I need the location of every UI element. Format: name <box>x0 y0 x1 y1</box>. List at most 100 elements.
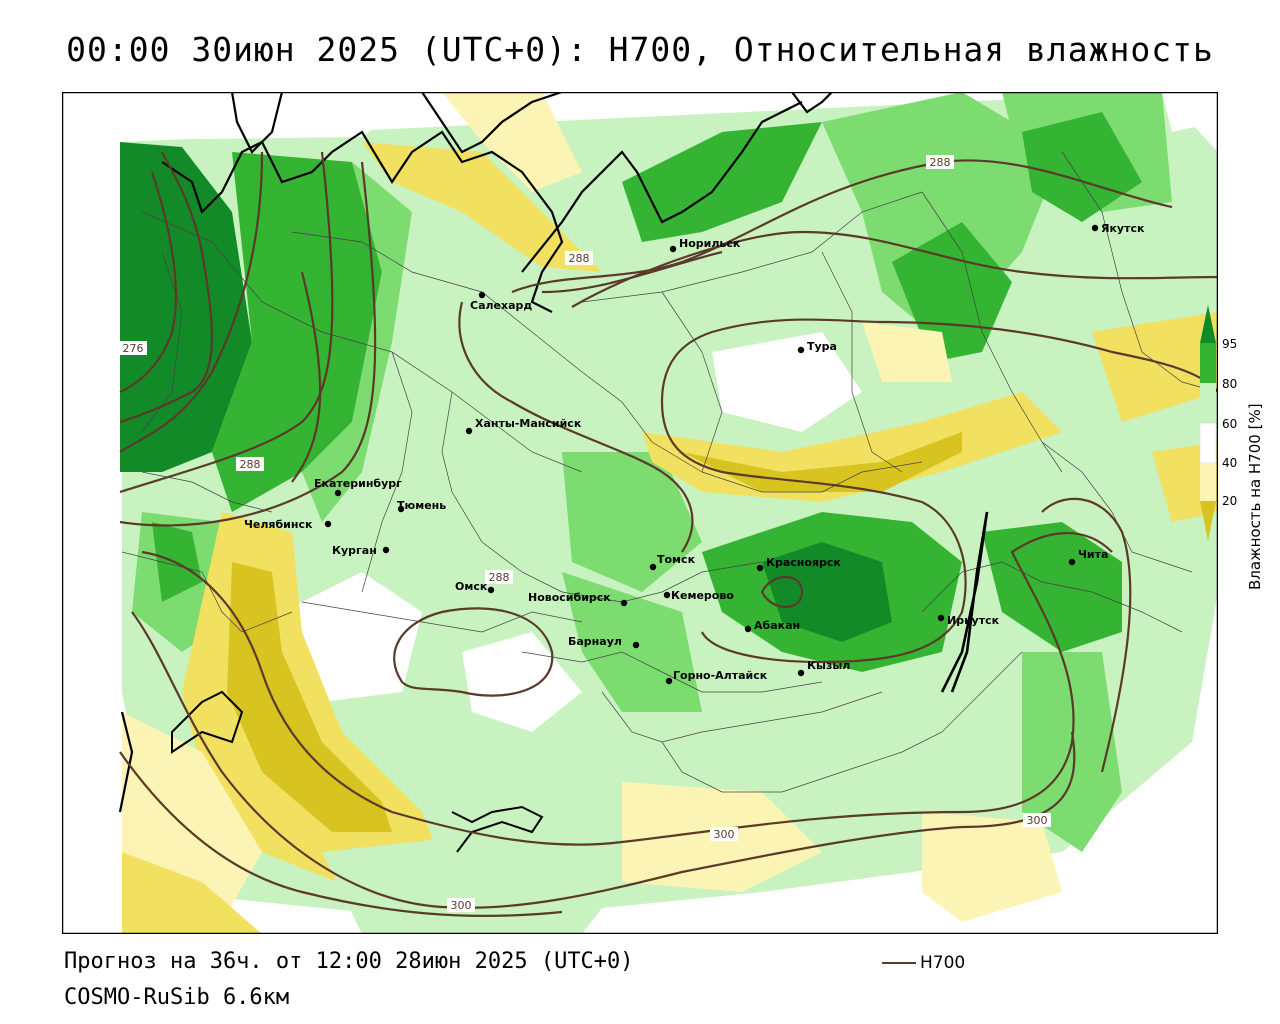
legend-level-20: 20 <box>1222 494 1238 508</box>
city-label: Ханты-Мансийск <box>475 417 582 430</box>
contour-label: 288 <box>930 156 951 169</box>
contour-label: 276 <box>123 342 144 355</box>
city-marker <box>649 563 657 571</box>
legend-swatch-40-60 <box>1199 422 1217 464</box>
city-label: Курган <box>332 544 377 557</box>
city-label: Томск <box>657 553 696 566</box>
legend-level-80: 80 <box>1222 377 1238 391</box>
humidity-zone <box>322 832 622 934</box>
city-marker <box>797 669 805 677</box>
contour-label: 288 <box>489 571 510 584</box>
city-label: Омск <box>455 580 488 593</box>
humidity-zone <box>562 452 702 592</box>
humidity-zone <box>712 332 862 432</box>
contour-label-bg <box>926 155 954 169</box>
city-marker <box>663 591 671 599</box>
humidity-zone <box>1022 652 1122 852</box>
legend-swatch-80-95 <box>1200 343 1216 383</box>
city-label: Красноярск <box>766 556 841 569</box>
contour-label-bg <box>1023 813 1051 827</box>
contour-label: 300 <box>451 899 472 912</box>
legend-colorbar <box>1199 305 1217 541</box>
cities: Якутск Норильск Салехард Тура Ханты-Мансийск… <box>244 222 1145 685</box>
city-label: Челябинск <box>244 518 313 531</box>
city-marker <box>334 489 342 497</box>
humidity-zone <box>822 92 1062 342</box>
city-marker <box>797 346 805 354</box>
forecast-map[interactable]: 288 288 276 288 288 300 300 300 Якутск Норильск С… <box>62 92 1218 934</box>
humidity-zone <box>362 142 602 272</box>
legend-title: Влажность на H700 [%] <box>1246 403 1264 590</box>
map-title: 00:00 30июн 2025 (UTC+0): H700, Относите… <box>66 30 1214 69</box>
contour-label: 288 <box>569 252 590 265</box>
coastlines <box>118 92 989 853</box>
city-marker <box>1091 224 1099 232</box>
legend-swatch-20-40 <box>1200 463 1216 501</box>
city-label: Барнаул <box>568 635 622 648</box>
city-label: Новосибирск <box>528 591 611 604</box>
city-label: Иркутск <box>947 614 1000 627</box>
domain-mask <box>62 92 1218 732</box>
contour-label-bg <box>447 898 475 912</box>
city-marker <box>382 546 390 554</box>
city-marker <box>744 625 752 633</box>
humidity-zone <box>122 852 262 934</box>
contour-label-bg <box>565 251 593 265</box>
humidity-zone <box>922 812 1062 922</box>
contour-legend: H700 <box>882 953 965 973</box>
city-label: Кемерово <box>671 589 734 602</box>
region-borders <box>121 151 1218 793</box>
city-label: Кызыл <box>807 659 850 672</box>
city-marker <box>937 614 945 622</box>
contour-legend-label: H700 <box>920 953 966 973</box>
humidity-zone <box>622 122 822 242</box>
city-marker <box>632 641 640 649</box>
contour-label: 300 <box>714 828 735 841</box>
city-marker <box>397 505 405 513</box>
city-label: Тюмень <box>397 499 446 512</box>
city-marker <box>620 599 628 607</box>
contour-label-bg <box>710 827 738 841</box>
humidity-zone <box>862 322 952 382</box>
humidity-legend <box>1199 305 1280 595</box>
city-label: Абакан <box>754 619 800 632</box>
city-label: Норильск <box>679 237 741 250</box>
humidity-zone <box>982 522 1122 652</box>
city-label: Якутск <box>1101 222 1145 235</box>
humidity-zone <box>1022 112 1142 222</box>
humidity-zone <box>302 162 412 522</box>
contour-label: 300 <box>1027 814 1048 827</box>
humidity-zone <box>227 562 392 832</box>
map-frame <box>62 92 1218 934</box>
city-marker <box>665 677 673 685</box>
legend-swatch-below-20 <box>1200 501 1216 541</box>
city-label: Тура <box>807 340 837 353</box>
city-marker <box>669 245 677 253</box>
city-marker <box>478 291 486 299</box>
city-marker <box>756 564 764 572</box>
city-marker <box>465 427 473 435</box>
city-marker <box>487 586 495 594</box>
city-label: Салехард <box>470 299 532 312</box>
humidity-zone <box>762 542 892 642</box>
contour-label-bg <box>485 570 513 584</box>
contour-label: 288 <box>240 458 261 471</box>
city-marker <box>1068 558 1076 566</box>
contour-legend-line <box>882 962 916 964</box>
humidity-field <box>120 92 1218 934</box>
contour-label-bg <box>236 457 264 471</box>
map-canvas: 288 288 276 288 288 300 300 300 Якутск Норильск С… <box>62 92 1218 934</box>
legend-level-40: 40 <box>1222 456 1238 470</box>
legend-level-60: 60 <box>1222 417 1238 431</box>
humidity-zone <box>120 142 252 472</box>
h700-contours <box>119 151 1218 917</box>
city-label: Екатеринбург <box>314 477 402 490</box>
contour-label-bg <box>119 341 147 355</box>
model-info: COSMO-RuSib 6.6км <box>64 985 290 1010</box>
city-label: Горно-Алтайск <box>673 669 768 682</box>
legend-swatch-60-80 <box>1200 383 1216 423</box>
city-label: Чита <box>1078 548 1108 561</box>
humidity-zone <box>562 572 702 712</box>
legend-swatch-95-plus <box>1200 305 1216 343</box>
humidity-zone <box>442 92 582 192</box>
